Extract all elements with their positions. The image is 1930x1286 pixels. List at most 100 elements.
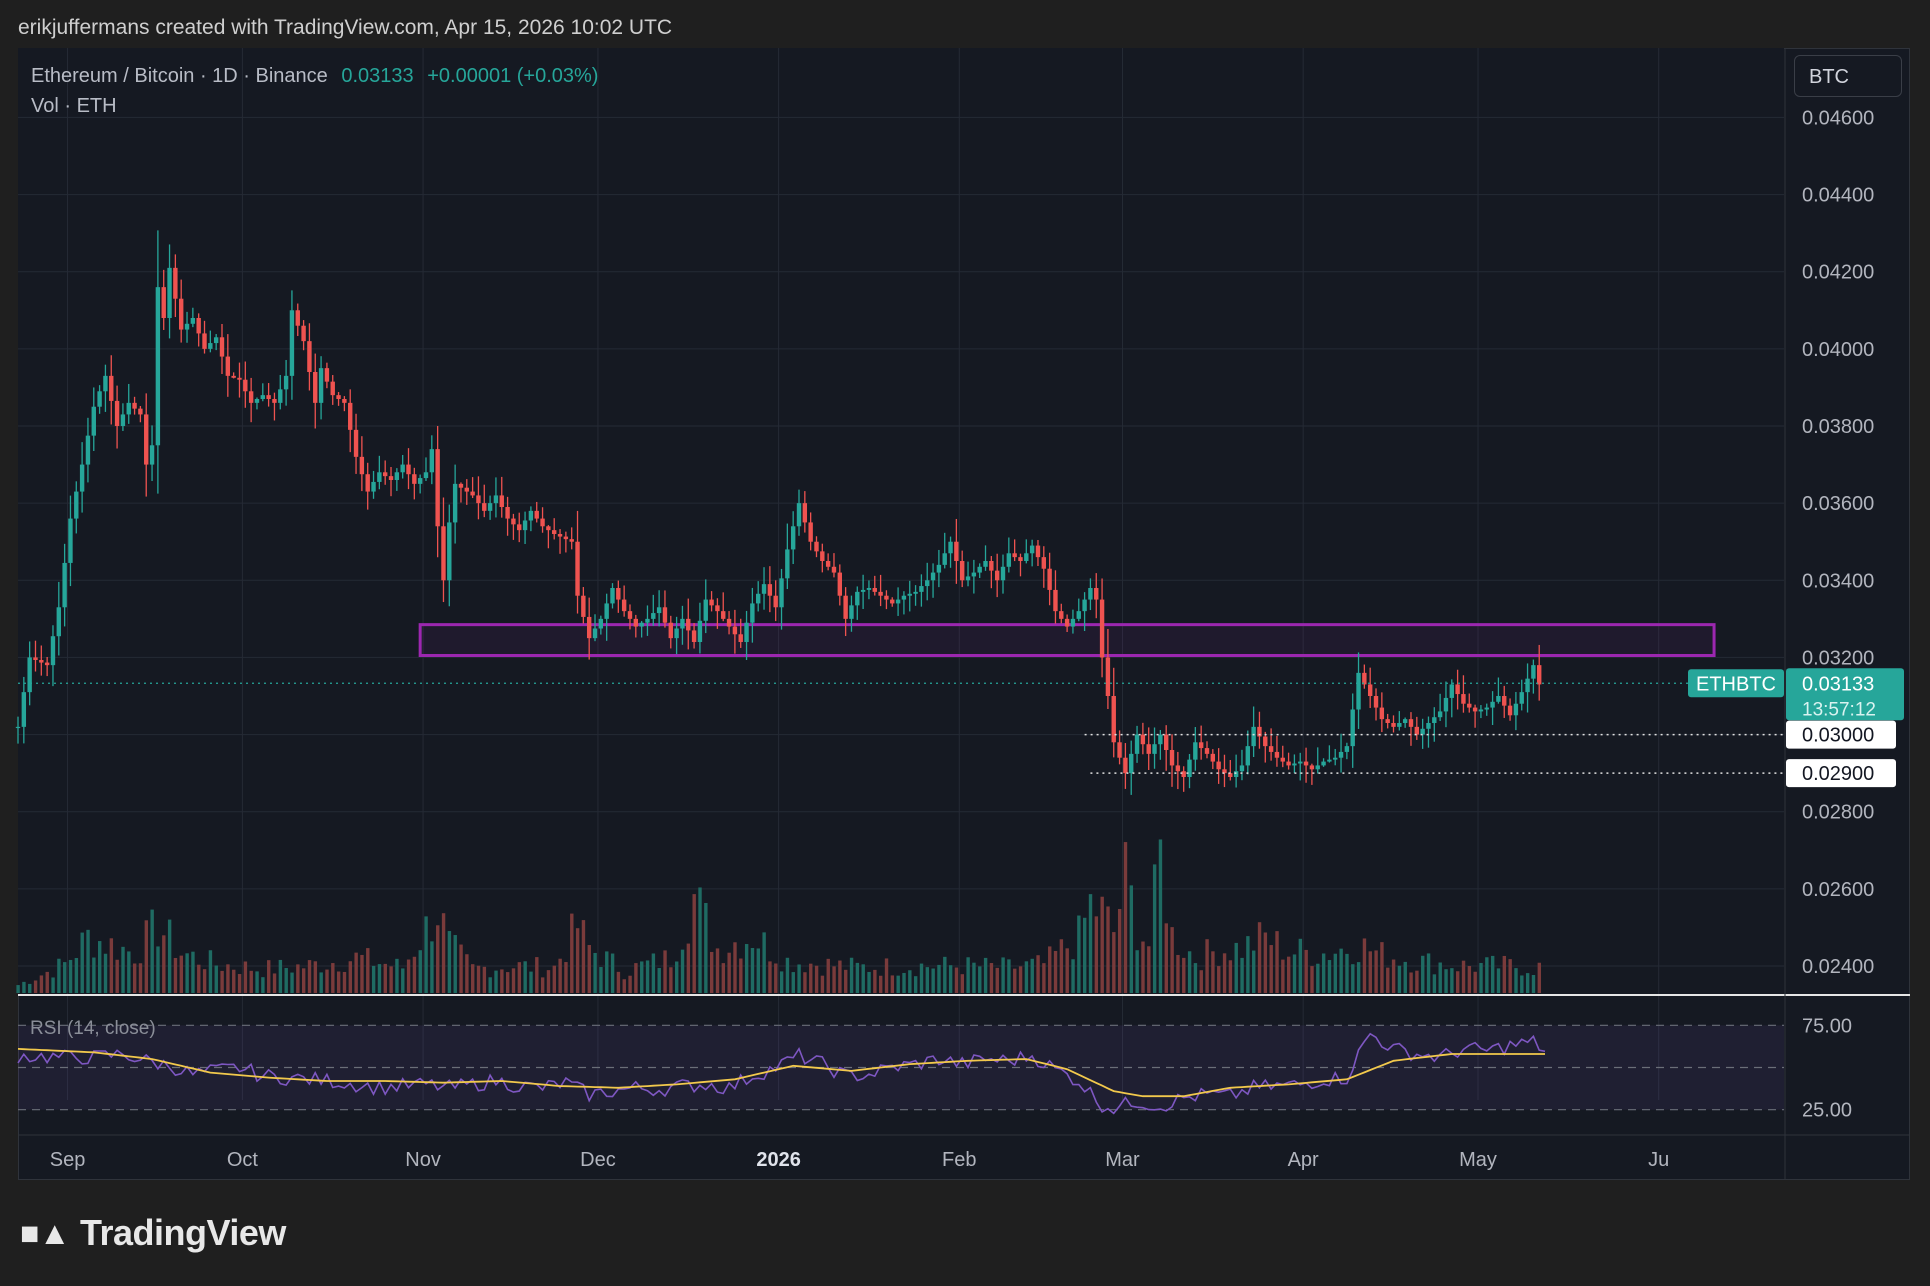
candle-body (761, 584, 767, 594)
candle-body (1228, 773, 1233, 777)
volume-bar (686, 943, 691, 993)
y-tick-label: 0.02800 (1802, 802, 1874, 824)
candle-body (313, 372, 318, 403)
candle-body (33, 657, 38, 660)
volume-bar (208, 950, 213, 993)
volume-bar (593, 952, 597, 993)
volume-bar (16, 985, 20, 993)
y-tick-label: 0.03200 (1802, 647, 1874, 669)
candle-body (138, 408, 143, 415)
volume-bar (144, 920, 149, 993)
candle-body (1426, 723, 1431, 729)
volume-bar (855, 962, 860, 993)
volume-bar (1368, 951, 1372, 993)
rsi-tick-label: 25.00 (1802, 1100, 1852, 1122)
volume-bar (1007, 959, 1011, 993)
volume-bar (1537, 962, 1542, 993)
candle-body (1216, 761, 1221, 770)
candle-body (855, 591, 860, 606)
time-axis[interactable]: Sep Oct Nov Dec 2026 Feb Mar Apr May Ju (18, 1134, 1910, 1171)
volume-bar (74, 958, 79, 993)
candle-body (697, 620, 703, 642)
candle-body (1420, 728, 1425, 735)
volume-bar (675, 961, 679, 993)
volume-bar (1106, 906, 1110, 993)
candle-body (1490, 701, 1495, 708)
volume-bar (261, 977, 265, 993)
volume-bar (1286, 956, 1291, 993)
volume-bar (243, 961, 248, 993)
volume-bar (33, 980, 38, 993)
candle-body (74, 491, 79, 519)
candle-body (1315, 765, 1320, 770)
candle-body (470, 491, 475, 496)
symbol-legend[interactable]: Ethereum / Bitcoin · 1D · Binance 0.0313… (31, 65, 598, 88)
candle-body (278, 389, 283, 403)
volume-legend[interactable]: Vol · ETH (31, 95, 117, 117)
candlesticks (15, 230, 1542, 795)
volume-bar (838, 960, 842, 993)
candle-body (435, 449, 440, 527)
candle-body (592, 628, 598, 639)
volume-bar (232, 969, 236, 993)
candle-body (1292, 763, 1297, 766)
candle-body (184, 323, 190, 330)
volume-bar (1077, 915, 1081, 993)
candle-body (318, 368, 324, 403)
volume-bar (162, 935, 166, 993)
volume-bar (1240, 957, 1244, 993)
volume-bar (937, 964, 941, 993)
volume-bar (156, 946, 160, 993)
volume-bar (809, 963, 813, 993)
candle-body (1059, 611, 1064, 619)
candle-body (377, 472, 382, 482)
volume-bar (692, 894, 696, 993)
candle-body (429, 449, 435, 473)
candle-body (1029, 545, 1035, 554)
x-tick-label: Ju (1648, 1149, 1669, 1171)
candle-body (1391, 723, 1396, 727)
volume-bar (1199, 970, 1203, 993)
candle-body (1321, 761, 1326, 766)
volume-bar (45, 971, 49, 993)
volume-bar (1001, 957, 1005, 993)
volume-bar (972, 962, 976, 993)
price-axis[interactable]: 0.04600 0.04400 0.04200 0.04000 0.03800 0.036… (1784, 48, 1874, 1180)
volume-bar (1193, 963, 1198, 993)
volume-bar (97, 941, 102, 993)
volume-bar (523, 961, 527, 993)
y-tick-label: 0.02400 (1802, 956, 1874, 978)
volume-bar (1269, 945, 1273, 993)
volume-bar (1176, 954, 1180, 993)
symbol-title: Ethereum / Bitcoin · 1D · Binance (31, 65, 328, 87)
candle-body (989, 561, 994, 571)
candle-body (1053, 589, 1058, 612)
volume-bar (599, 967, 603, 993)
candle-body (79, 464, 85, 492)
main-pane-bg (18, 48, 1784, 995)
volume-bar (28, 983, 32, 993)
volume-bar (86, 929, 90, 993)
volume-bars (16, 839, 1542, 993)
volume-bar (861, 964, 865, 993)
candle-body (1467, 703, 1472, 708)
volume-bar (115, 959, 119, 993)
volume-bar (301, 968, 306, 993)
candle-body (866, 588, 872, 590)
candle-body (511, 518, 516, 525)
volume-bar (768, 961, 772, 993)
candle-body (517, 524, 522, 531)
volume-bar (832, 966, 836, 993)
candle-body (1175, 765, 1181, 772)
volume-bar (465, 954, 469, 993)
currency-button[interactable]: BTC (1794, 55, 1902, 97)
x-tick-label: May (1459, 1149, 1497, 1171)
candle-body (1268, 746, 1274, 752)
candle-body (1047, 568, 1052, 590)
y-tick-label: 0.04200 (1802, 262, 1874, 284)
candle-body (1152, 744, 1157, 754)
candle-body (266, 395, 271, 399)
candle-body (552, 530, 557, 534)
volume-bar (645, 960, 650, 993)
